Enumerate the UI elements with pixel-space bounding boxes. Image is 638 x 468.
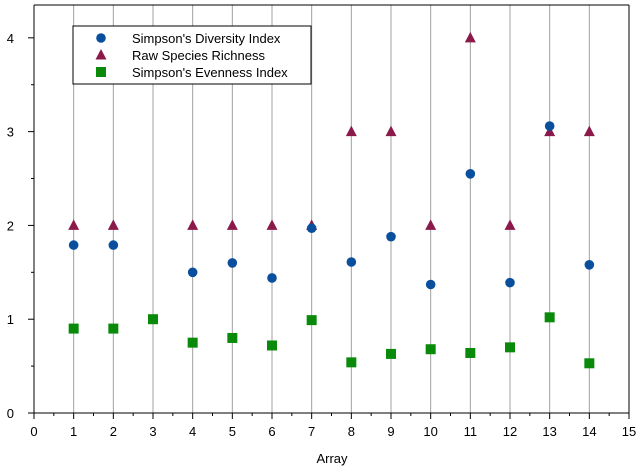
circle-point-5 <box>227 258 238 268</box>
square-point-1 <box>68 323 79 334</box>
x-tick-label-7: 7 <box>308 424 315 439</box>
triangle-point-6 <box>266 219 278 230</box>
x-tick-label-10: 10 <box>423 424 437 439</box>
x-axis-ticks: 0 1 2 3 4 5 6 7 8 9 10 11 12 13 14 15 <box>30 413 636 439</box>
x-tick-label-8: 8 <box>348 424 355 439</box>
y-tick-label-4: 4 <box>7 31 14 46</box>
legend-marker-square <box>96 67 106 77</box>
x-tick-label-0: 0 <box>30 424 37 439</box>
square-point-13 <box>544 312 555 323</box>
square-point-5 <box>227 332 238 343</box>
y-tick-label-0: 0 <box>7 406 14 421</box>
x-tick-label-4: 4 <box>189 424 196 439</box>
square-point-10 <box>425 344 436 355</box>
square-point-12 <box>505 342 515 353</box>
square-point-11 <box>465 347 476 358</box>
x-tick-label-11: 11 <box>464 424 478 439</box>
triangle-point-10 <box>425 219 437 230</box>
x-tick-label-6: 6 <box>268 424 275 439</box>
series-circle <box>68 121 595 290</box>
triangle-point-2 <box>107 219 119 230</box>
x-tick-label-13: 13 <box>542 424 556 439</box>
circle-point-11 <box>465 169 476 179</box>
y-tick-label-3: 3 <box>7 125 14 140</box>
circle-point-9 <box>386 231 396 242</box>
circle-point-6 <box>267 273 277 283</box>
triangle-point-14 <box>583 125 595 137</box>
legend-label-square: Simpson's Evenness Index <box>132 65 288 80</box>
circle-point-4 <box>187 267 198 278</box>
x-axis-label: Array <box>316 451 348 466</box>
circle-point-1 <box>68 240 79 250</box>
x-tick-label-9: 9 <box>387 424 394 439</box>
legend-label-circle: Simpson's Diversity Index <box>132 31 281 46</box>
legend-box <box>72 25 312 85</box>
x-tick-label-14: 14 <box>582 424 596 439</box>
y-tick-label-2: 2 <box>7 218 14 233</box>
circle-point-8 <box>346 257 357 267</box>
y-axis-ticks: 0 1 2 3 4 <box>7 31 34 421</box>
x-tick-label-3: 3 <box>149 424 156 439</box>
square-point-7 <box>306 315 317 326</box>
legend: Simpson's Diversity Index Raw Species Ric… <box>72 25 312 85</box>
triangle-point-1 <box>68 219 80 230</box>
triangle-point-5 <box>226 219 238 230</box>
y-tick-label-1: 1 <box>7 312 14 327</box>
circle-point-2 <box>108 240 119 250</box>
square-point-6 <box>267 340 277 351</box>
triangle-point-8 <box>345 125 357 137</box>
triangle-point-13 <box>544 125 556 137</box>
x-tick-label-12: 12 <box>503 424 517 439</box>
x-tick-label-15: 15 <box>622 424 636 439</box>
legend-marker-triangle <box>95 49 107 60</box>
square-point-2 <box>108 323 119 334</box>
circle-point-7 <box>306 223 317 234</box>
square-point-14 <box>584 358 595 369</box>
x-tick-label-5: 5 <box>229 424 236 439</box>
legend-label-triangle: Raw Species Richness <box>132 48 265 63</box>
square-point-4 <box>187 337 198 348</box>
triangle-point-9 <box>385 125 397 137</box>
x-tick-label-2: 2 <box>110 424 117 439</box>
circle-point-12 <box>505 277 515 288</box>
triangle-point-12 <box>504 219 516 230</box>
circle-point-14 <box>584 260 595 270</box>
square-point-3 <box>148 314 158 325</box>
triangle-point-11 <box>464 31 476 43</box>
triangle-point-4 <box>187 219 199 230</box>
legend-marker-circle <box>96 33 106 43</box>
data-points <box>68 31 595 369</box>
circle-point-10 <box>425 279 436 290</box>
square-point-8 <box>346 357 357 368</box>
x-tick-label-1: 1 <box>70 424 77 439</box>
circle-point-13 <box>544 121 555 131</box>
square-point-9 <box>386 348 396 359</box>
series-square <box>68 312 595 369</box>
